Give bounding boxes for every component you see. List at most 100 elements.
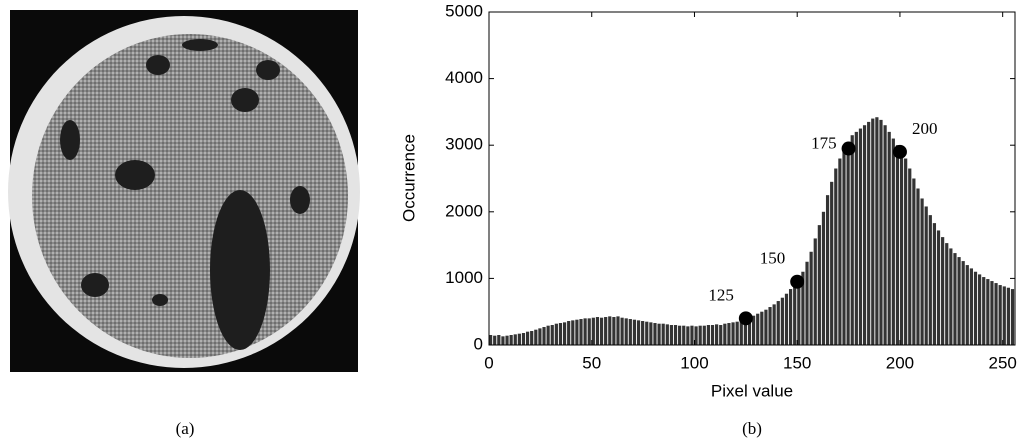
x-tick-label: 100 — [680, 353, 708, 372]
bar — [862, 125, 867, 345]
bar — [883, 125, 887, 345]
bar — [694, 326, 698, 345]
bar — [928, 215, 932, 345]
bar — [850, 135, 854, 345]
specimen-image — [8, 10, 360, 372]
bar — [513, 334, 517, 345]
bar — [772, 304, 776, 345]
bar — [858, 128, 863, 345]
y-axis-label: Occurrence — [399, 134, 418, 222]
bar — [760, 311, 764, 345]
bar — [978, 274, 982, 345]
bar — [641, 321, 645, 345]
bar — [805, 261, 809, 345]
y-tick-label: 1000 — [445, 268, 483, 287]
bar — [916, 188, 920, 345]
bar — [788, 289, 793, 345]
x-tick-label: 0 — [484, 353, 493, 372]
plot-frame — [488, 11, 1016, 346]
bar — [871, 118, 875, 345]
bar — [965, 265, 969, 345]
bar — [752, 315, 756, 345]
bar — [517, 333, 521, 345]
bar — [579, 319, 583, 345]
bar — [969, 268, 974, 345]
bar — [719, 325, 723, 345]
bar — [669, 325, 674, 345]
bar — [834, 168, 838, 345]
bar — [825, 195, 830, 345]
bar — [493, 335, 497, 345]
bar — [665, 324, 669, 345]
bar — [854, 131, 858, 345]
bar — [945, 243, 949, 345]
bar — [821, 211, 826, 345]
bar — [538, 328, 542, 345]
marker — [790, 274, 805, 289]
bar — [628, 319, 632, 345]
bar — [649, 322, 653, 345]
bar — [932, 223, 937, 345]
bar — [887, 131, 891, 345]
bar — [604, 317, 608, 345]
bar — [727, 323, 731, 345]
bar — [731, 322, 735, 345]
bar — [899, 151, 904, 345]
bar — [620, 317, 624, 345]
marker-label: 150 — [760, 249, 786, 268]
x-tick-label: 50 — [582, 353, 601, 372]
bar — [682, 325, 686, 345]
bar — [583, 318, 587, 345]
bar — [912, 178, 916, 345]
bar — [809, 251, 813, 345]
bar — [797, 280, 801, 345]
bar — [624, 318, 628, 345]
y-tick-label: 2000 — [445, 201, 483, 220]
bar — [941, 237, 945, 345]
bar — [768, 307, 772, 345]
bar — [645, 321, 649, 345]
bar — [636, 320, 641, 345]
dark-regions — [60, 39, 310, 350]
bar — [554, 323, 558, 345]
bar — [936, 230, 941, 345]
bar — [706, 325, 711, 345]
bar — [846, 141, 850, 345]
bar — [550, 325, 554, 345]
bar — [562, 322, 567, 345]
bar — [546, 325, 550, 345]
bar — [813, 238, 817, 345]
bar — [953, 253, 957, 345]
bar — [608, 316, 612, 345]
bar — [756, 313, 760, 345]
bar — [784, 293, 789, 345]
bar — [710, 325, 715, 345]
bar — [489, 335, 493, 345]
marker-label: 175 — [811, 133, 837, 152]
bar — [542, 327, 546, 345]
bar — [895, 145, 900, 345]
bar — [686, 326, 690, 345]
bar — [1006, 287, 1010, 345]
bar — [817, 225, 821, 345]
x-axis-label: Pixel value — [711, 381, 793, 400]
bar — [990, 281, 994, 345]
bar — [702, 325, 706, 345]
bar — [534, 329, 538, 345]
bar — [998, 285, 1002, 345]
bar — [904, 158, 908, 345]
marker-label: 125 — [708, 285, 734, 304]
bar — [747, 317, 752, 345]
bar — [587, 318, 591, 345]
bar — [776, 301, 780, 345]
bar — [879, 119, 883, 345]
x-tick-label: 150 — [783, 353, 811, 372]
bar — [612, 317, 616, 345]
bar — [497, 335, 501, 345]
bar — [949, 248, 953, 345]
bar — [501, 336, 505, 345]
bar — [908, 168, 912, 345]
bar — [567, 321, 571, 345]
